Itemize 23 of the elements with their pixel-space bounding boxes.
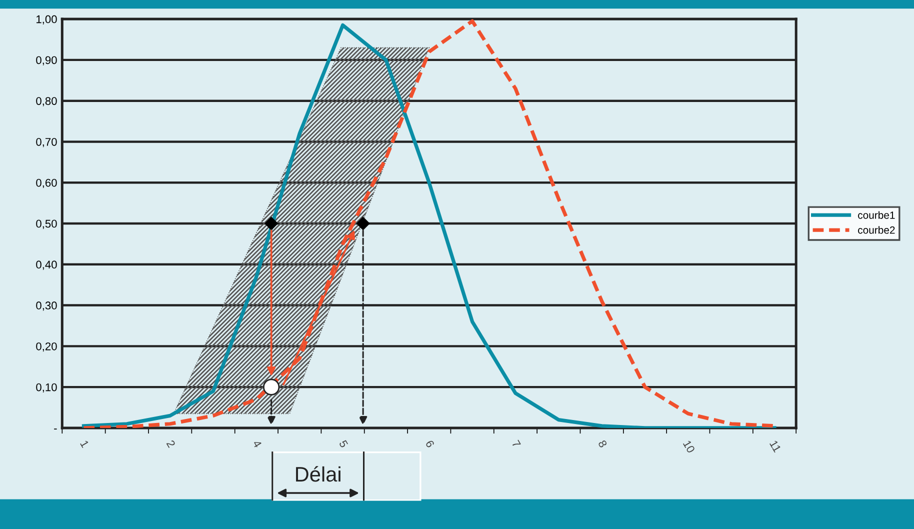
y-tick-label: 0,70	[36, 138, 57, 148]
y-tick-label: 0,60	[36, 178, 57, 188]
legend-label: courbe1	[858, 211, 895, 219]
x-tick-label: 7	[512, 440, 521, 448]
y-tick-label: -	[54, 428, 57, 430]
y-tick-label: 0,10	[36, 383, 57, 393]
x-tick-label: 6	[425, 440, 435, 448]
legend-label: courbe2	[858, 226, 895, 234]
y-tick-label: 0,80	[36, 97, 57, 106]
y-tick-label: 0,50	[36, 220, 57, 229]
x-tick-label: 11	[770, 440, 782, 453]
x-tick-label: 8	[598, 440, 608, 448]
x-tick-label: 10	[682, 440, 696, 454]
y-tick-label: 1,00	[36, 15, 57, 24]
x-tick-label: 4	[252, 439, 262, 448]
y-tick-label: 0,30	[36, 302, 57, 311]
x-tick-label: 2	[166, 440, 176, 448]
y-tick-label: 0,90	[36, 56, 57, 66]
x-tick-label: 5	[338, 440, 348, 448]
x-tick-label: 1	[80, 440, 90, 448]
text: Délai	[296, 466, 340, 482]
y-tick-label: 0,20	[36, 342, 57, 352]
y-tick-label: 0,40	[36, 260, 57, 270]
